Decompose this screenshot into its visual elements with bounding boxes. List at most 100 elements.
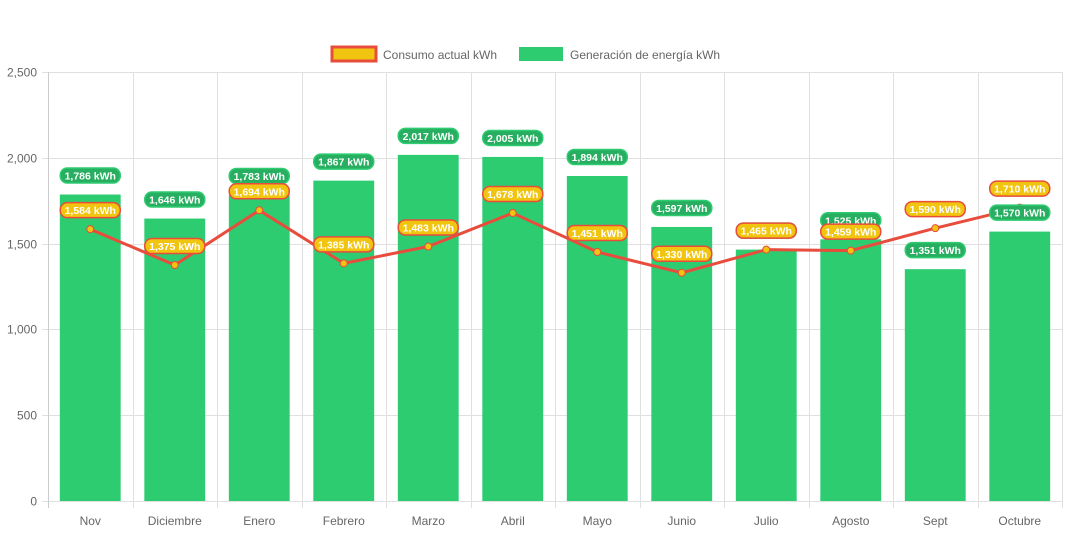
- bar-data-label-text: 1,597 kWh: [656, 203, 707, 215]
- bar-data-label-box: [566, 148, 628, 166]
- line-data-label-box: [735, 222, 797, 239]
- bar-data-label-text: 2,017 kWh: [403, 131, 454, 143]
- bar[interactable]: [228, 195, 290, 501]
- line-data-label: 1,375 kWh: [144, 237, 206, 255]
- line-data-label-text: 1,678 kWh: [487, 189, 538, 201]
- bar-data-label-box: [989, 204, 1051, 221]
- bar[interactable]: [144, 218, 206, 502]
- line-data-label: 1,483 kWh: [397, 219, 459, 236]
- bar[interactable]: [482, 156, 544, 501]
- line-point[interactable]: [424, 242, 433, 251]
- x-tick-label: Mayo: [583, 514, 613, 528]
- bar[interactable]: [820, 239, 882, 501]
- bar-data-label-box: [482, 129, 544, 147]
- x-tick-label: Enero: [243, 514, 275, 528]
- legend-label-consumo: Consumo actual kWh: [383, 48, 497, 62]
- line-data-label-text: 1,330 kWh: [656, 249, 707, 261]
- bar-data-label: 2,017 kWh: [397, 127, 459, 145]
- bar[interactable]: [397, 154, 459, 501]
- bar[interactable]: [566, 175, 628, 501]
- line-point[interactable]: [593, 248, 602, 257]
- bar[interactable]: [904, 269, 966, 501]
- line-point[interactable]: [931, 224, 940, 233]
- line-data-label-box: [313, 236, 375, 253]
- line-data-label-text: 1,710 kWh: [994, 184, 1045, 196]
- bar-data-label-box: [651, 199, 713, 217]
- bar[interactable]: [59, 194, 121, 501]
- bar-data-label-text: 1,646 kWh: [149, 195, 200, 207]
- line-series-consumo: [86, 203, 1024, 277]
- bar-data-label: 1,351 kWh: [904, 241, 966, 259]
- line-point[interactable]: [339, 259, 348, 268]
- bar-data-label-text: 1,867 kWh: [318, 157, 369, 169]
- legend-swatch-consumo: [330, 45, 378, 63]
- line-data-label-text: 1,483 kWh: [403, 223, 454, 235]
- x-tick-label: Febrero: [323, 514, 365, 528]
- bar-data-label-text: 1,570 kWh: [994, 208, 1045, 220]
- line-point[interactable]: [762, 245, 771, 254]
- line-data-label-box: [566, 224, 628, 242]
- line-data-label: 1,710 kWh: [989, 180, 1051, 197]
- bar-data-label: 1,646 kWh: [144, 191, 206, 208]
- line-point[interactable]: [677, 268, 686, 277]
- bar-data-label-text: 1,783 kWh: [234, 171, 285, 183]
- bar[interactable]: [735, 249, 797, 501]
- bar[interactable]: [313, 180, 375, 501]
- bar[interactable]: [989, 231, 1051, 501]
- bar-data-label: 1,786 kWh: [59, 167, 121, 184]
- x-tick-label: Nov: [80, 514, 101, 528]
- line-data-label-box: [228, 183, 290, 200]
- line-data-label: 1,330 kWh: [651, 245, 713, 263]
- bar-data-label-box: [59, 167, 121, 184]
- bar-data-label-text: 1,894 kWh: [572, 152, 623, 164]
- bar-data-label-text: 2,005 kWh: [487, 133, 538, 145]
- line-data-label: 1,451 kWh: [566, 224, 628, 242]
- bar-series-generacion: [59, 154, 1051, 502]
- legend-swatch-generacion: [519, 47, 563, 61]
- line-data-label-box: [989, 180, 1051, 197]
- bar-data-label: 2,005 kWh: [482, 129, 544, 147]
- x-tick-label: Sept: [923, 514, 948, 528]
- y-tick-label: 2,000: [7, 152, 37, 166]
- data-labels: 1,786 kWh 1,646 kWh 1,783 kWh 1,867 kWh 2,01…: [59, 127, 1051, 263]
- line-point[interactable]: [170, 261, 179, 270]
- line-data-label: 1,465 kWh: [735, 222, 797, 239]
- line-point[interactable]: [508, 209, 517, 218]
- line-data-label-text: 1,385 kWh: [318, 239, 369, 251]
- line-data-label-box: [59, 201, 121, 219]
- legend-item-consumo[interactable]: Consumo actual kWh: [330, 45, 497, 63]
- line-point[interactable]: [846, 246, 855, 255]
- bar-data-label-text: 1,351 kWh: [910, 245, 961, 257]
- x-tick-label: Marzo: [412, 514, 446, 528]
- line-data-label-box: [397, 219, 459, 236]
- line-data-label-box: [482, 185, 544, 203]
- bar-data-label-box: [397, 127, 459, 145]
- bar-data-label: 1,867 kWh: [313, 153, 375, 170]
- bar-data-label-box: [144, 191, 206, 208]
- line-data-label-box: [144, 237, 206, 255]
- y-tick-label: 1,500: [7, 238, 37, 252]
- bar-data-label: 1,894 kWh: [566, 148, 628, 166]
- line-data-label-box: [904, 200, 966, 218]
- line-data-label: 1,590 kWh: [904, 200, 966, 218]
- grid: [42, 72, 1063, 508]
- line-data-label: 1,459 kWh: [820, 223, 882, 240]
- line-point[interactable]: [86, 225, 95, 234]
- x-tick-label: Agosto: [832, 514, 870, 528]
- bar-data-label: 1,783 kWh: [228, 167, 290, 185]
- line-point[interactable]: [255, 206, 264, 215]
- line-data-label-text: 1,694 kWh: [234, 186, 285, 198]
- bar-data-label-box: [313, 153, 375, 170]
- bar-data-label: 1,570 kWh: [989, 204, 1051, 221]
- line-data-label: 1,385 kWh: [313, 236, 375, 253]
- line-data-label: 1,584 kWh: [59, 201, 121, 219]
- line-data-label-text: 1,375 kWh: [149, 241, 200, 253]
- line-data-label: 1,678 kWh: [482, 185, 544, 203]
- line-data-label: 1,694 kWh: [228, 183, 290, 200]
- x-tick-label: Junio: [667, 514, 696, 528]
- x-tick-label: Abril: [501, 514, 525, 528]
- bar-data-label-box: [904, 241, 966, 259]
- line-data-label-text: 1,590 kWh: [910, 204, 961, 216]
- legend-item-generacion[interactable]: Generación de energía kWh: [519, 47, 720, 62]
- line-data-label-box: [651, 245, 713, 263]
